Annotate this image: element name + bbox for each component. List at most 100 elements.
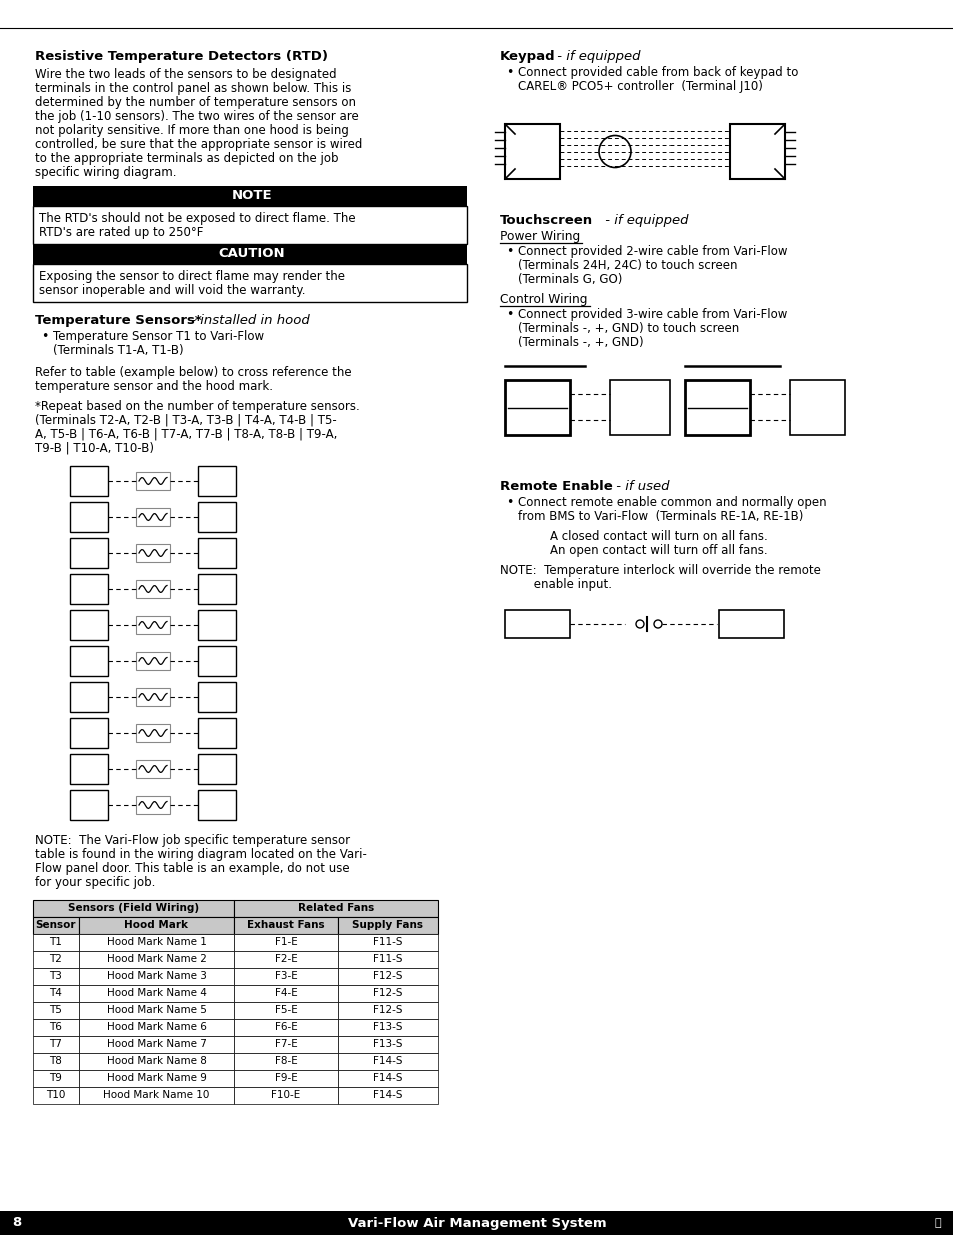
Text: (Terminals G, GO): (Terminals G, GO) xyxy=(517,273,621,287)
Bar xyxy=(504,610,569,638)
Bar xyxy=(684,380,749,435)
Text: CAREL® PCO5+ controller  (Terminal J10): CAREL® PCO5+ controller (Terminal J10) xyxy=(517,80,762,93)
Bar xyxy=(79,1019,233,1036)
Bar xyxy=(136,724,170,742)
Text: F13-S: F13-S xyxy=(373,1023,402,1032)
Text: Supply Fans: Supply Fans xyxy=(352,920,423,930)
Text: Connect provided 2-wire cable from Vari-Flow: Connect provided 2-wire cable from Vari-… xyxy=(517,245,786,258)
Bar xyxy=(233,918,337,934)
Bar xyxy=(504,124,559,179)
Text: (Terminals -, +, GND) to touch screen: (Terminals -, +, GND) to touch screen xyxy=(517,322,739,335)
Text: A closed contact will turn on all fans.: A closed contact will turn on all fans. xyxy=(550,530,767,543)
Text: Resistive Temperature Detectors (RTD): Resistive Temperature Detectors (RTD) xyxy=(35,49,328,63)
Text: ⬜: ⬜ xyxy=(934,1218,941,1228)
Bar xyxy=(136,797,170,814)
Text: •: • xyxy=(505,308,513,321)
Bar xyxy=(729,124,784,179)
Text: Flow panel door. This table is an example, do not use: Flow panel door. This table is an exampl… xyxy=(35,862,349,876)
Text: NOTE:  The Vari-Flow job specific temperature sensor: NOTE: The Vari-Flow job specific tempera… xyxy=(35,834,350,847)
Bar xyxy=(79,1070,233,1087)
Bar xyxy=(233,968,337,986)
Bar xyxy=(233,1070,337,1087)
Bar xyxy=(198,755,235,784)
Bar xyxy=(233,900,437,918)
Bar xyxy=(33,934,79,951)
Bar xyxy=(337,968,437,986)
Bar xyxy=(70,682,108,713)
Bar xyxy=(198,682,235,713)
Bar xyxy=(198,538,235,568)
Text: F5-E: F5-E xyxy=(274,1005,297,1015)
Bar xyxy=(136,760,170,778)
Bar xyxy=(337,1087,437,1104)
Bar xyxy=(70,501,108,532)
Text: NOTE: NOTE xyxy=(232,189,272,203)
Bar xyxy=(233,1036,337,1053)
Text: F14-S: F14-S xyxy=(373,1091,402,1100)
Text: F12-S: F12-S xyxy=(373,988,402,998)
Text: enable input.: enable input. xyxy=(499,578,612,592)
Text: F8-E: F8-E xyxy=(274,1056,297,1066)
Bar xyxy=(79,918,233,934)
Text: Remote Enable: Remote Enable xyxy=(499,480,612,493)
Bar xyxy=(337,986,437,1002)
Text: F2-E: F2-E xyxy=(274,953,297,965)
Bar xyxy=(79,986,233,1002)
Text: RTD's are rated up to 250°F: RTD's are rated up to 250°F xyxy=(39,226,203,240)
Text: 8: 8 xyxy=(12,1216,21,1230)
Text: temperature sensor and the hood mark.: temperature sensor and the hood mark. xyxy=(35,380,273,393)
Text: *Repeat based on the number of temperature sensors.: *Repeat based on the number of temperatu… xyxy=(35,400,359,412)
Text: table is found in the wiring diagram located on the Vari-: table is found in the wiring diagram loc… xyxy=(35,848,367,861)
Bar xyxy=(79,1002,233,1019)
Text: CAUTION: CAUTION xyxy=(218,247,285,261)
Bar xyxy=(198,466,235,496)
Text: Hood Mark Name 1: Hood Mark Name 1 xyxy=(107,937,206,947)
Text: F7-E: F7-E xyxy=(274,1039,297,1049)
Text: Touchscreen: Touchscreen xyxy=(499,214,593,227)
Bar xyxy=(70,755,108,784)
Bar xyxy=(70,718,108,748)
Text: F11-S: F11-S xyxy=(373,953,402,965)
Text: controlled, be sure that the appropriate sensor is wired: controlled, be sure that the appropriate… xyxy=(35,138,362,151)
Bar xyxy=(33,951,79,968)
Bar xyxy=(33,900,233,918)
Text: Temperature Sensor T1 to Vari-Flow: Temperature Sensor T1 to Vari-Flow xyxy=(53,330,264,343)
Bar xyxy=(79,1036,233,1053)
Text: F14-S: F14-S xyxy=(373,1073,402,1083)
Text: Refer to table (example below) to cross reference the: Refer to table (example below) to cross … xyxy=(35,366,352,379)
Bar xyxy=(198,646,235,676)
Bar xyxy=(504,380,569,435)
Text: •: • xyxy=(505,496,513,509)
Text: - if used: - if used xyxy=(612,480,669,493)
Text: to the appropriate terminals as depicted on the job: to the appropriate terminals as depicted… xyxy=(35,152,338,165)
Bar xyxy=(79,968,233,986)
Bar xyxy=(70,574,108,604)
Text: Hood Mark Name 5: Hood Mark Name 5 xyxy=(107,1005,206,1015)
Bar xyxy=(136,616,170,634)
Text: T5: T5 xyxy=(50,1005,62,1015)
Text: F11-S: F11-S xyxy=(373,937,402,947)
Text: determined by the number of temperature sensors on: determined by the number of temperature … xyxy=(35,96,355,109)
Text: Hood Mark Name 8: Hood Mark Name 8 xyxy=(107,1056,206,1066)
Bar xyxy=(337,1070,437,1087)
Text: F4-E: F4-E xyxy=(274,988,297,998)
Text: Power Wiring: Power Wiring xyxy=(499,230,579,243)
Bar xyxy=(136,543,170,562)
Text: (Terminals 24H, 24C) to touch screen: (Terminals 24H, 24C) to touch screen xyxy=(517,259,737,272)
Bar xyxy=(70,538,108,568)
Text: sensor inoperable and will void the warranty.: sensor inoperable and will void the warr… xyxy=(39,284,305,296)
Bar xyxy=(70,466,108,496)
Bar xyxy=(719,610,783,638)
Bar xyxy=(337,918,437,934)
Text: Hood Mark Name 9: Hood Mark Name 9 xyxy=(107,1073,206,1083)
Text: Hood Mark Name 2: Hood Mark Name 2 xyxy=(107,953,206,965)
Bar xyxy=(233,1019,337,1036)
Text: T9-B | T10-A, T10-B): T9-B | T10-A, T10-B) xyxy=(35,442,153,454)
Text: Hood Mark Name 10: Hood Mark Name 10 xyxy=(103,1091,210,1100)
Text: Sensor: Sensor xyxy=(35,920,76,930)
Bar xyxy=(337,1053,437,1070)
Text: Keypad: Keypad xyxy=(499,49,555,63)
Text: Sensors (Field Wiring): Sensors (Field Wiring) xyxy=(68,903,199,913)
Bar xyxy=(33,1036,79,1053)
Text: (Terminals -, +, GND): (Terminals -, +, GND) xyxy=(517,336,643,350)
